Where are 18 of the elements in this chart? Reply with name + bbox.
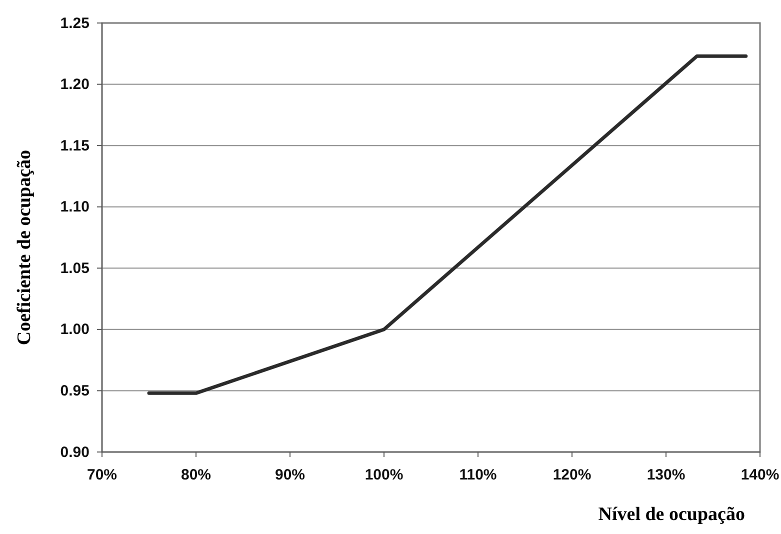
x-tick-label: 80%	[180, 466, 212, 484]
x-tick-label: 140%	[740, 466, 780, 484]
x-tick-label: 70%	[86, 466, 118, 484]
y-tick-label: 1.00	[60, 321, 90, 338]
y-axis-title: Coeficiente de ocupação	[14, 150, 35, 346]
y-tick-label: 1.25	[60, 14, 90, 32]
y-tick-label: 1.20	[60, 76, 90, 94]
y-tick-label: 1.05	[60, 260, 90, 277]
y-tick-label: 1.10	[60, 198, 90, 216]
x-tick-label: 90%	[274, 466, 306, 484]
x-tick-label: 100%	[364, 466, 404, 484]
y-tick-label: 0.95	[60, 382, 90, 400]
y-tick-label: 0.90	[60, 444, 90, 461]
x-axis-title: Nível de ocupação	[598, 504, 745, 525]
x-tick-label: 110%	[459, 466, 497, 484]
y-tick-label: 1.15	[60, 137, 90, 154]
x-tick-label: 130%	[646, 466, 686, 484]
x-tick-label: 120%	[552, 466, 592, 484]
